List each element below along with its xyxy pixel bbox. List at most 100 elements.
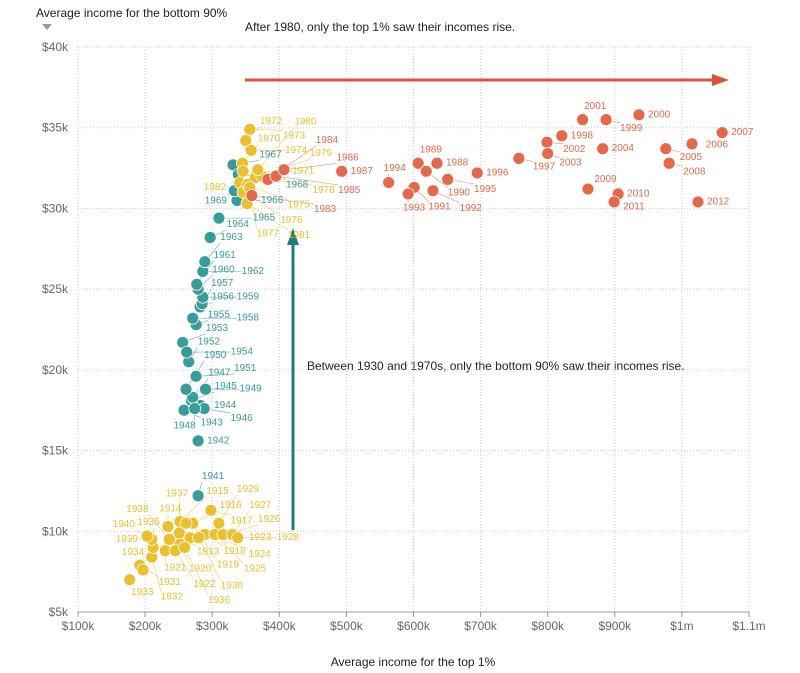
point-1934	[136, 563, 150, 577]
point-1974	[244, 143, 258, 157]
point-1948	[188, 402, 202, 416]
point-1972	[239, 134, 253, 148]
point-label-1981: 1981	[288, 230, 311, 241]
point-label-1917: 1917	[230, 515, 253, 526]
y-tick-label: $40k	[42, 40, 69, 54]
leader-line-1986	[283, 163, 337, 170]
point-2000	[632, 108, 646, 122]
point-label-1947: 1947	[208, 368, 231, 379]
red-arrow-head	[712, 74, 729, 86]
point-label-1913: 1913	[197, 546, 220, 557]
point-1958	[186, 311, 200, 325]
point-label-1990: 1990	[448, 187, 471, 198]
point-1937	[172, 526, 186, 540]
teal-arrow-head	[287, 228, 299, 245]
y-tick-label: $35k	[42, 121, 69, 135]
point-label-2012: 2012	[707, 196, 730, 207]
point-1971	[236, 164, 250, 178]
point-label-1975: 1975	[288, 200, 311, 211]
leader-line-1930	[198, 537, 221, 581]
point-label-2007: 2007	[731, 127, 754, 138]
point-label-1929: 1929	[237, 484, 260, 495]
point-1930	[192, 531, 206, 545]
point-1950	[179, 382, 193, 396]
point-label-1996: 1996	[486, 167, 509, 178]
point-label-1921: 1921	[164, 562, 187, 573]
point-label-2006: 2006	[706, 140, 729, 151]
point-1965	[212, 211, 226, 225]
point-label-1950: 1950	[204, 350, 227, 361]
point-label-1939: 1939	[116, 534, 139, 545]
point-label-1969: 1969	[205, 196, 228, 207]
point-1973	[243, 122, 257, 136]
axes: $5k $10k $15k $20k $25k $30k $35k $40k $100k $200…	[42, 40, 766, 633]
leader-line-1985	[275, 175, 339, 186]
x-tick-label: $100k	[62, 619, 96, 633]
x-tick-label: $400k	[263, 619, 297, 633]
point-label-1970: 1970	[258, 134, 281, 145]
point-label-1957: 1957	[211, 278, 234, 289]
point-label-1952: 1952	[198, 336, 221, 347]
point-1983	[245, 189, 259, 202]
point-label-1959: 1959	[237, 292, 260, 303]
point-label-1968: 1968	[286, 179, 309, 190]
annotation-top-1-percent: After 1980, only the top 1% saw their in…	[245, 20, 516, 34]
point-1914	[161, 520, 175, 533]
point-label-1961: 1961	[214, 250, 237, 261]
point-label-1983: 1983	[314, 204, 337, 215]
y-axis-title: Average income for the bottom 90%	[36, 6, 228, 20]
point-2011	[607, 195, 621, 209]
point-label-1924: 1924	[248, 549, 271, 560]
point-2001	[576, 113, 589, 127]
point-label-1930: 1930	[221, 581, 244, 592]
point-label-1933: 1933	[131, 587, 154, 598]
point-label-1988: 1988	[446, 158, 469, 169]
point-label-1977: 1977	[257, 229, 280, 240]
point-label-1914: 1914	[159, 503, 182, 514]
point-label-2005: 2005	[680, 152, 703, 163]
point-1998	[555, 129, 569, 143]
point-1938	[162, 532, 176, 546]
point-1942	[191, 434, 205, 448]
point-1988	[430, 156, 444, 170]
point-label-2001: 2001	[584, 101, 607, 112]
point-1999	[599, 113, 613, 127]
y-tick-label: $15k	[42, 444, 69, 458]
x-tick-label: $1m	[670, 619, 693, 633]
point-1954	[180, 345, 194, 359]
point-2002	[540, 135, 554, 149]
gridlines	[77, 46, 750, 613]
point-label-1943: 1943	[201, 418, 224, 429]
point-label-1986: 1986	[336, 153, 359, 164]
y-tick-label: $10k	[42, 524, 69, 538]
point-label-1934: 1934	[122, 547, 145, 558]
x-tick-label: $700k	[464, 619, 498, 633]
point-label-1955: 1955	[208, 309, 231, 320]
point-1940	[140, 529, 154, 543]
point-label-2004: 2004	[612, 143, 635, 154]
point-label-1964: 1964	[227, 219, 250, 230]
leader-line-1936	[184, 547, 209, 596]
sort-dropdown-icon[interactable]	[42, 24, 52, 30]
point-1951	[189, 369, 203, 383]
point-1995	[441, 172, 455, 186]
point-label-1916: 1916	[219, 500, 242, 511]
point-label-1984: 1984	[316, 135, 339, 146]
point-label-1944: 1944	[214, 400, 237, 411]
point-label-1980: 1980	[294, 117, 317, 128]
point-1929	[212, 516, 226, 530]
point-label-1945: 1945	[215, 381, 238, 392]
point-label-1993: 1993	[403, 203, 426, 214]
point-label-2011: 2011	[623, 201, 645, 212]
x-tick-label: $800k	[531, 619, 565, 633]
point-label-1976: 1976	[280, 215, 303, 226]
point-label-1973: 1973	[283, 130, 306, 141]
x-tick-label: $500k	[330, 619, 364, 633]
point-label-1991: 1991	[428, 201, 451, 212]
point-label-1931: 1931	[159, 577, 182, 588]
point-1964	[203, 231, 217, 244]
point-label-1995: 1995	[474, 184, 497, 195]
point-label-1919: 1919	[217, 560, 240, 571]
